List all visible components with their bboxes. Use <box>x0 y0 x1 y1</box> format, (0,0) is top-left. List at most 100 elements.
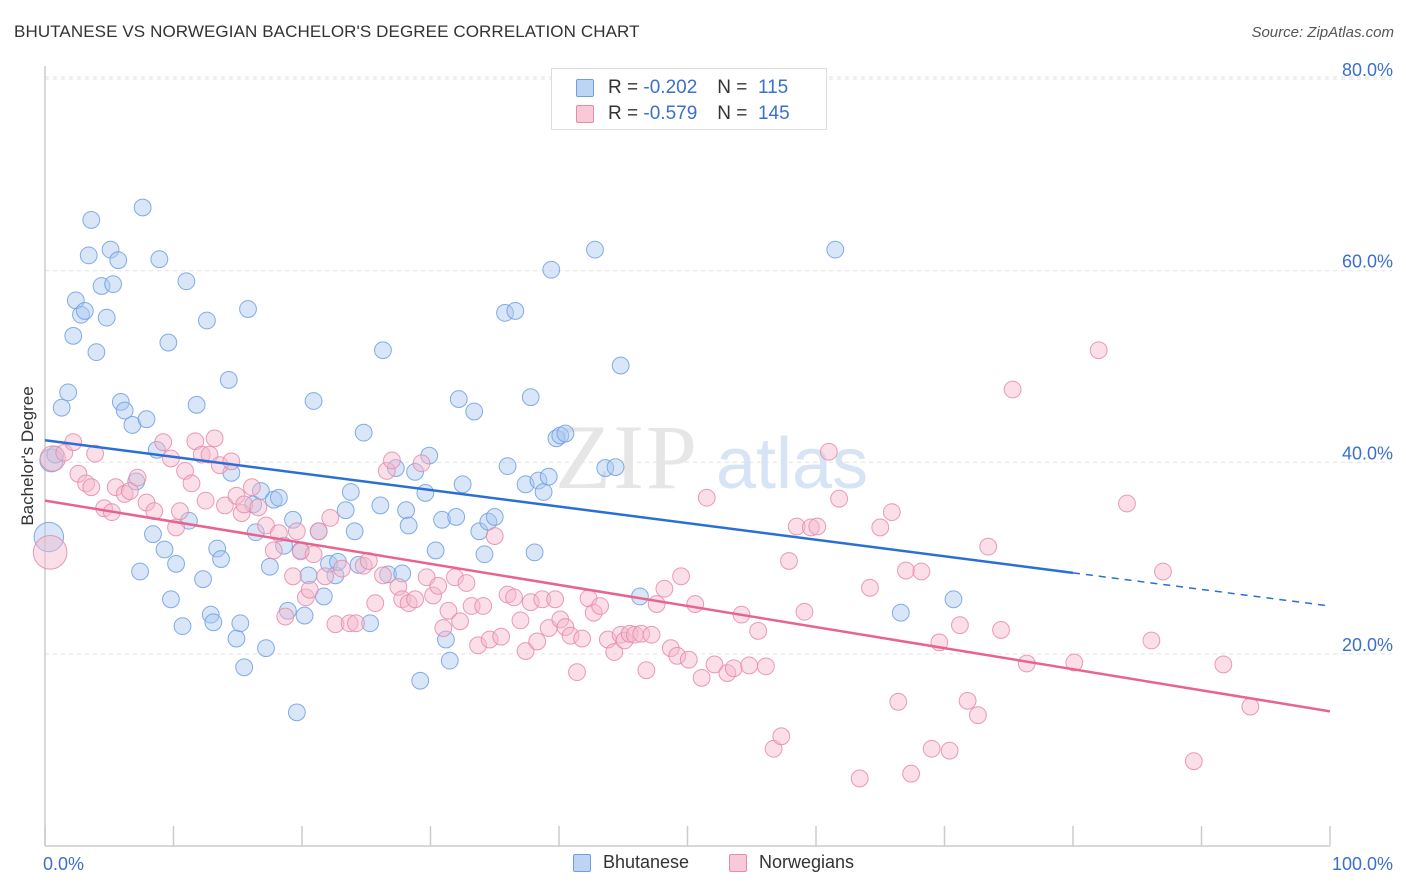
norwegians-point <box>458 575 475 592</box>
bhutanese-point <box>337 502 354 519</box>
norwegians-point <box>898 562 915 579</box>
norwegians-point <box>1143 632 1160 649</box>
norwegians-point <box>796 603 813 620</box>
legend-r-value: -0.579 <box>643 103 697 125</box>
bhutanese-point <box>65 327 82 344</box>
norwegians-point <box>673 568 690 585</box>
bhutanese-point <box>454 476 471 493</box>
scatter-chart: ZIP atlas 20.0%40.0%60.0%80.0%0.0% 100.0%… <box>0 0 1406 892</box>
norwegians-point <box>129 469 146 486</box>
norwegians-point <box>475 598 492 615</box>
norwegians-point <box>322 509 339 526</box>
legend-row-bhutanese: R = -0.202 N = 115 <box>576 76 788 100</box>
bhutanese-point <box>466 403 483 420</box>
bhutanese-point <box>98 309 115 326</box>
norwegians-point <box>155 434 172 451</box>
bhutanese-point <box>557 425 574 442</box>
bhutanese-point <box>827 241 844 258</box>
bhutanese-point <box>346 523 363 540</box>
norwegians-point <box>512 612 529 629</box>
bhutanese-point <box>163 591 180 608</box>
norwegians-point <box>206 430 223 447</box>
bhutanese-point <box>220 372 237 389</box>
bhutanese-point <box>522 389 539 406</box>
bhutanese-point <box>261 558 278 575</box>
norwegians-point <box>851 770 868 787</box>
bhutanese-point <box>236 659 253 676</box>
norwegians-point <box>529 633 546 650</box>
bhutanese-point <box>612 357 629 374</box>
norwegians-point <box>923 740 940 757</box>
legend-swatch-pink <box>576 105 594 123</box>
bhutanese-point <box>205 614 222 631</box>
norwegians-point <box>348 615 365 632</box>
bhutanese-point <box>151 251 168 268</box>
norwegians-point <box>638 662 655 679</box>
norwegians-point <box>375 567 392 584</box>
norwegians-point <box>757 658 774 675</box>
norwegians-point <box>407 591 424 608</box>
series-name-bhutanese: Bhutanese <box>603 852 689 873</box>
bhutanese-point <box>412 672 429 689</box>
norwegians-point <box>970 707 987 724</box>
bhutanese-point <box>535 484 552 501</box>
bhutanese-point <box>240 301 257 318</box>
norwegians-point <box>693 669 710 686</box>
bhutanese-point <box>258 640 275 657</box>
norwegians-point <box>277 608 294 625</box>
watermark-atlas: atlas <box>716 424 868 504</box>
norwegians-point <box>506 589 523 606</box>
norwegians-point <box>493 628 510 645</box>
legend-n-value: 115 <box>758 77 788 99</box>
bhutanese-point <box>607 459 624 476</box>
bhutanese-point <box>372 497 389 514</box>
bhutanese-point <box>296 607 313 624</box>
norwegians-point <box>452 613 469 630</box>
bhutanese-point <box>587 241 604 258</box>
legend-swatch-blue <box>576 79 594 97</box>
x-tick-label: 0.0% <box>43 854 84 874</box>
bhutanese-point <box>476 546 493 563</box>
norwegians-point <box>831 490 848 507</box>
bhutanese-point <box>110 252 127 269</box>
series-legend-norwegians: Norwegians <box>729 852 854 873</box>
bhutanese-point <box>145 526 162 543</box>
norwegians-point <box>413 455 430 472</box>
norwegians-point <box>197 492 214 509</box>
norwegians-point <box>773 728 790 745</box>
norwegians-point <box>310 523 327 540</box>
bhutanese-point <box>486 509 503 526</box>
bhutanese-point <box>156 541 173 558</box>
norwegians-point <box>941 742 958 759</box>
norwegians-point <box>903 765 920 782</box>
bhutanese-point <box>83 212 100 229</box>
y-tick-label: 60.0% <box>1342 252 1393 272</box>
legend-row-norwegians: R = -0.579 N = 145 <box>576 102 790 126</box>
legend-swatch-blue <box>573 854 591 872</box>
norwegians-point <box>698 489 715 506</box>
bhutanese-point <box>540 468 557 485</box>
norwegians-point <box>1215 656 1232 673</box>
norwegians-point <box>83 479 100 496</box>
bhutanese-point <box>188 396 205 413</box>
norwegians-point <box>913 563 930 580</box>
bhutanese-point <box>195 571 212 588</box>
norwegians-point <box>862 579 879 596</box>
norwegians-point <box>301 581 318 598</box>
norwegians-point <box>741 657 758 674</box>
bhutanese-point <box>213 551 230 568</box>
bhutanese-point <box>450 391 467 408</box>
bhutanese-point <box>507 303 524 320</box>
bhutanese-point <box>199 312 216 329</box>
norwegians-point <box>183 475 200 492</box>
norwegians-point <box>367 595 384 612</box>
y-axis-label: Bachelor's Degree <box>18 386 37 525</box>
bhutanese-point <box>174 618 191 635</box>
norwegians-point <box>435 620 452 637</box>
legend-n-label: N = <box>717 103 747 125</box>
norwegians-point <box>333 560 350 577</box>
bhutanese-point <box>355 424 372 441</box>
legend-n-label: N = <box>717 77 747 99</box>
bhutanese-point <box>132 563 149 580</box>
norwegians-point <box>648 596 665 613</box>
